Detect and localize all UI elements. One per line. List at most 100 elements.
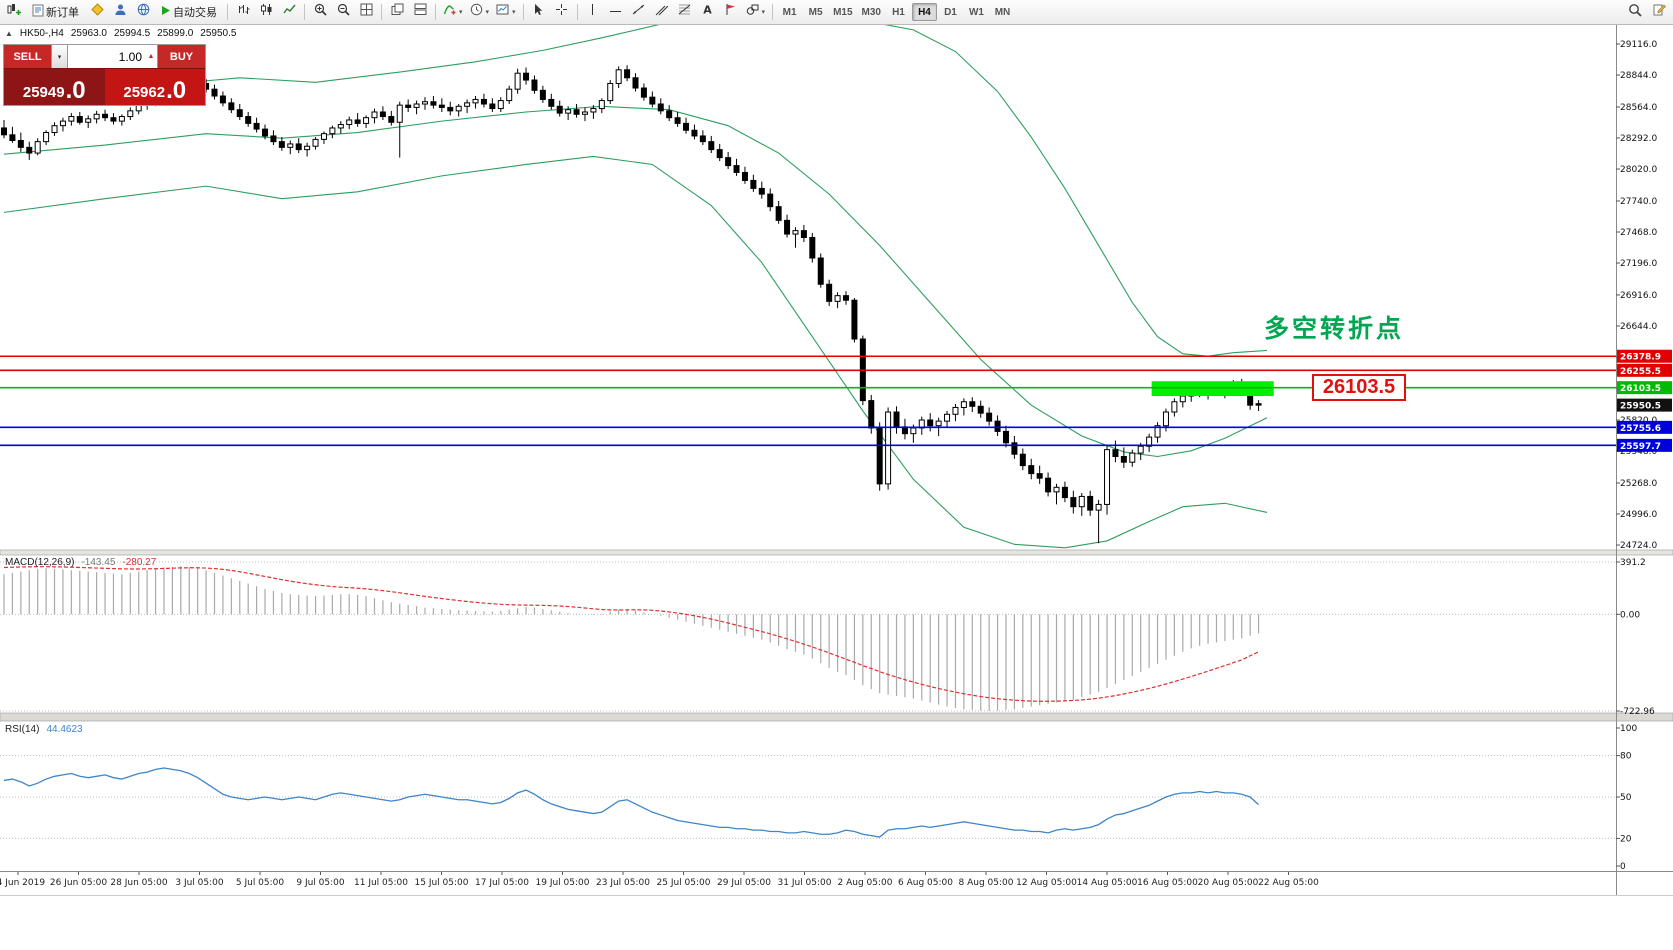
svg-text:25268.0: 25268.0 [1620, 479, 1657, 489]
svg-text:28020.0: 28020.0 [1620, 165, 1657, 175]
line-chart-icon [282, 3, 296, 21]
svg-text:391.2: 391.2 [1620, 558, 1646, 568]
ohlc-high: 25994.5 [113, 28, 151, 39]
market-watch-icon [90, 3, 104, 21]
cascade-windows-icon [391, 3, 404, 21]
templates-button[interactable]: ▾ [493, 2, 519, 22]
svg-text:80: 80 [1620, 752, 1632, 762]
profile-icon [114, 3, 127, 21]
fibonacci-tool-button[interactable] [674, 2, 696, 22]
volume-dropdown-button[interactable]: ▾ [51, 45, 68, 68]
zoom-in-button[interactable] [309, 2, 331, 22]
svg-text:28564.0: 28564.0 [1620, 103, 1657, 113]
sell-button[interactable]: SELL [4, 45, 51, 68]
macd-value-main: -143.45 [81, 557, 116, 568]
timeframe-button-m30[interactable]: M30 [861, 6, 881, 18]
data-window-button[interactable] [109, 2, 131, 22]
svg-text:100: 100 [1620, 724, 1637, 734]
svg-text:11 Jul 05:00: 11 Jul 05:00 [354, 878, 408, 888]
periods-button[interactable]: ▾ [467, 2, 493, 22]
rsi-value: 44.4623 [46, 724, 83, 735]
svg-text:20: 20 [1620, 834, 1632, 844]
volume-stepper[interactable]: ▲ [145, 45, 158, 68]
shapes-icon [746, 3, 759, 21]
timeframe-button-m1[interactable]: M1 [782, 6, 797, 18]
shapes-tool-button[interactable]: ▾ [743, 2, 769, 22]
timeframe-button-w1[interactable]: W1 [968, 6, 984, 18]
sell-price-button[interactable]: 25949 .0 [4, 69, 105, 105]
toolbar-separator [304, 4, 305, 20]
svg-text:A: A [703, 4, 712, 17]
crosshair-icon [555, 3, 568, 21]
navigator-button[interactable] [132, 2, 154, 22]
buy-price-button[interactable]: 25962 .0 [104, 69, 205, 105]
svg-text:6 Aug 05:00: 6 Aug 05:00 [898, 878, 953, 888]
svg-text:24724.0: 24724.0 [1620, 541, 1657, 551]
svg-text:26378.9: 26378.9 [1620, 353, 1661, 363]
svg-text:29116.0: 29116.0 [1620, 40, 1657, 50]
bar-chart-icon [237, 3, 250, 21]
timeframe-button-h4[interactable]: H4 [911, 3, 937, 21]
toolbar-right-group [1624, 2, 1670, 22]
chevron-down-icon: ▾ [761, 9, 766, 16]
cascade-windows-button[interactable] [386, 2, 408, 22]
clock-icon [470, 3, 483, 21]
candlestick-icon [260, 3, 273, 21]
new-chart-button[interactable] [3, 2, 25, 22]
timeframe-button-mn[interactable]: MN [994, 6, 1011, 18]
crosshair-button[interactable] [551, 2, 573, 22]
new-order-button[interactable]: 新订单 [26, 2, 85, 22]
highlight-rectangle [1151, 381, 1274, 397]
text-tool-icon: A [701, 3, 714, 21]
collapse-icon[interactable]: ▲ [5, 29, 13, 38]
vertical-line-tool-button[interactable] [582, 2, 604, 22]
text-tool-button[interactable]: A [697, 2, 719, 22]
svg-text:25755.6: 25755.6 [1620, 424, 1661, 434]
toolbar-separator [381, 4, 382, 20]
svg-text:26103.5: 26103.5 [1620, 384, 1661, 394]
buy-button[interactable]: BUY [158, 45, 205, 68]
trendline-tool-button[interactable] [628, 2, 650, 22]
chevron-down-icon: ▾ [459, 9, 463, 16]
toolbar-separator [522, 4, 524, 20]
auto-trading-button[interactable]: 自动交易 [155, 2, 223, 22]
bar-chart-type-button[interactable] [232, 2, 254, 22]
play-icon [161, 5, 171, 19]
search-button[interactable] [1624, 2, 1646, 22]
rsi-label: RSI(14) 44.4623 [5, 724, 83, 735]
svg-text:26916.0: 26916.0 [1620, 291, 1657, 301]
channel-tool-button[interactable] [651, 2, 673, 22]
indicators-icon [443, 3, 456, 21]
candlestick-type-button[interactable] [255, 2, 277, 22]
timeframe-button-d1[interactable]: D1 [944, 6, 957, 18]
timeframe-button-m15[interactable]: M15 [833, 6, 853, 18]
macd-value-signal: -280.27 [122, 557, 157, 568]
indicators-button[interactable]: ▾ [440, 2, 466, 22]
svg-text:8 Aug 05:00: 8 Aug 05:00 [959, 878, 1014, 888]
trendline-icon [632, 3, 645, 21]
edit-button[interactable] [1648, 2, 1670, 22]
auto-trading-label: 自动交易 [173, 7, 217, 19]
horizontal-line-tool-button[interactable] [605, 2, 627, 22]
svg-text:25950.5: 25950.5 [1620, 402, 1661, 412]
arrange-windows-button[interactable] [409, 2, 431, 22]
timeframe-button-h1[interactable]: H1 [892, 6, 905, 18]
svg-text:22 Aug 05:00: 22 Aug 05:00 [1258, 878, 1319, 888]
ohlc-low: 25899.0 [157, 28, 194, 39]
svg-text:26255.5: 26255.5 [1620, 367, 1661, 377]
zoom-out-button[interactable] [332, 2, 354, 22]
toolbar-separator [576, 4, 578, 20]
svg-text:28844.0: 28844.0 [1620, 71, 1657, 81]
volume-input[interactable]: 1.00 [68, 45, 145, 68]
market-watch-button[interactable] [86, 2, 108, 22]
label-tool-button[interactable] [720, 2, 742, 22]
line-chart-type-button[interactable] [278, 2, 300, 22]
cursor-button[interactable] [528, 2, 550, 22]
price-axis: 29116.0 28844.0 28564.0 28292.0 28020.0 27740… [1616, 25, 1672, 895]
ohlc-close: 25950.5 [200, 28, 237, 39]
one-click-trading-panel: SELL ▾ 1.00 ▲ BUY 25949 .0 25962 .0 [3, 44, 206, 106]
timeframe-button-m5[interactable]: M5 [808, 6, 823, 18]
tile-windows-button[interactable] [355, 2, 377, 22]
